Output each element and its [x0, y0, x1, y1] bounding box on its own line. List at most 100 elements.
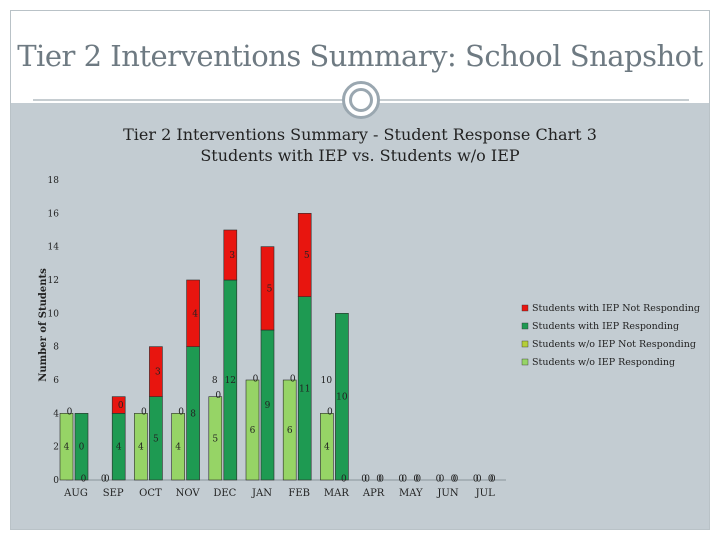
y-tick-label: 0: [53, 476, 59, 486]
data-label-iep-responding: 12: [225, 376, 236, 386]
bar-iep-not-responding: [260, 246, 275, 331]
bar-noiep-responding: [320, 413, 334, 481]
data-label-noiep-responding: 4: [175, 443, 181, 453]
data-label-noiep-responding: 5: [212, 434, 218, 444]
y-tick-label: 4: [53, 409, 59, 419]
chart-title-line1: Tier 2 Interventions Summary - Student R…: [123, 125, 597, 144]
y-axis-label: Number of Students: [38, 268, 49, 382]
data-label-noiep-not-responding: 0: [364, 474, 370, 484]
data-label-noiep-responding: 4: [138, 443, 144, 453]
data-label-iep-not-responding: 0: [118, 401, 124, 411]
bar-iep-not-responding: [149, 346, 163, 397]
x-tick-label: DEC: [213, 488, 236, 499]
chart-title-line2: Students with IEP vs. Students w/o IEP: [200, 146, 520, 165]
x-tick-label: JAN: [251, 488, 272, 499]
y-tick-label: 16: [48, 209, 60, 219]
x-tick-label: OCT: [139, 488, 162, 499]
x-tick-label: NOV: [176, 488, 201, 499]
data-label-iep-not-responding: 5: [304, 251, 310, 261]
legend-swatch: [521, 358, 529, 366]
bar-noiep-responding: [134, 413, 148, 481]
data-label-noiep-not-responding: 0: [141, 408, 147, 418]
bar-iep-not-responding: [297, 213, 312, 297]
y-tick-label: 14: [48, 243, 60, 253]
data-label-iep-responding: 0: [376, 474, 382, 484]
data-label-iep-responding: 4: [116, 443, 122, 453]
bar-noiep-responding: [208, 396, 223, 481]
data-label-noiep-not-responding: 0: [327, 408, 333, 418]
data-label-iep-not-responding: 0: [378, 474, 384, 484]
bar-iep-responding: [74, 413, 89, 481]
data-label-noiep-not-responding: 0: [290, 374, 296, 384]
y-tick-label: 18: [48, 176, 60, 186]
data-label-noiep-responding: 0: [473, 474, 479, 484]
data-label-iep-not-responding: 0: [341, 474, 347, 484]
x-tick-label: MAY: [399, 488, 423, 499]
data-label-iep-not-responding: 3: [155, 368, 161, 378]
bar-noiep-responding: [282, 379, 297, 481]
data-label-noiep-responding: 4: [324, 443, 330, 453]
bar-iep-not-responding: [186, 279, 200, 347]
data-label-noiep-not-responding: 0: [476, 474, 482, 484]
legend-swatch: [521, 322, 529, 330]
data-label-iep-responding: 9: [265, 401, 271, 411]
legend-label: Students with IEP Not Responding: [532, 303, 700, 314]
x-tick-label: APR: [362, 488, 385, 499]
legend-swatch: [521, 340, 529, 348]
data-label-noiep-responding: 0: [398, 474, 404, 484]
data-label-iep-not-responding: 0: [453, 474, 459, 484]
data-label-noiep-not-responding: 0: [104, 474, 110, 484]
data-label-iep-responding: 5: [153, 434, 159, 444]
data-label-noiep-responding: 0: [101, 474, 107, 484]
data-label-iep-responding: 11: [299, 384, 310, 394]
data-label-iep-responding: 8: [190, 409, 196, 419]
data-label-noiep-responding: 6: [250, 426, 256, 436]
x-tick-label: JUN: [436, 488, 458, 499]
data-label-noiep-responding: 0: [361, 474, 367, 484]
data-label-noiep-responding: 4: [64, 443, 70, 453]
x-tick-label: FEB: [288, 488, 310, 499]
data-label-iep-not-responding: 5: [267, 284, 273, 294]
bar-iep-responding: [335, 313, 349, 481]
y-tick-label: 6: [53, 376, 59, 386]
data-label-iep-responding: 0: [413, 474, 419, 484]
data-label-iep-responding: 0: [488, 474, 494, 484]
y-tick-label: 12: [48, 276, 59, 286]
data-label-iep-not-responding: 0: [490, 474, 496, 484]
slide-title: Tier 2 Interventions Summary: School Sna…: [17, 39, 703, 73]
data-label-noiep-not-responding: 0: [67, 408, 73, 418]
data-label-noiep-responding: 6: [287, 426, 293, 436]
bar-noiep-responding: [245, 379, 260, 481]
x-tick-label: JUL: [475, 488, 495, 499]
data-label-extra: 10: [321, 376, 333, 386]
data-label-noiep-not-responding: 0: [401, 474, 407, 484]
data-label-iep-not-responding: 4: [192, 309, 198, 319]
data-label-iep-responding: 0: [451, 474, 457, 484]
data-label-noiep-not-responding: 0: [439, 474, 445, 484]
x-tick-label: MAR: [324, 488, 349, 499]
data-label-noiep-responding: 0: [436, 474, 442, 484]
data-label-noiep-not-responding: 0: [215, 391, 221, 401]
data-label-noiep-not-responding: 0: [253, 374, 259, 384]
bar-noiep-responding: [171, 413, 185, 481]
bar-noiep-responding: [59, 413, 74, 481]
y-tick-label: 10: [48, 309, 60, 319]
data-label-iep-responding: 0: [79, 443, 85, 453]
legend-swatch: [521, 304, 529, 312]
data-label-iep-not-responding: 0: [81, 474, 87, 484]
data-label-iep-not-responding: 3: [229, 251, 235, 261]
legend-label: Students w/o IEP Responding: [532, 357, 675, 368]
y-tick-label: 2: [53, 443, 59, 453]
legend-label: Students with IEP Responding: [532, 321, 679, 332]
data-label-noiep-not-responding: 0: [178, 408, 184, 418]
y-tick-label: 8: [53, 343, 59, 353]
data-label-extra: 8: [212, 376, 218, 386]
data-label-iep-not-responding: 0: [415, 474, 421, 484]
bar-iep-not-responding: [111, 396, 126, 414]
data-label-iep-responding: 10: [336, 393, 348, 403]
bar-iep-not-responding: [223, 229, 238, 281]
legend-label: Students w/o IEP Not Responding: [532, 339, 696, 350]
x-tick-label: SEP: [103, 488, 124, 499]
x-tick-label: AUG: [63, 488, 88, 499]
